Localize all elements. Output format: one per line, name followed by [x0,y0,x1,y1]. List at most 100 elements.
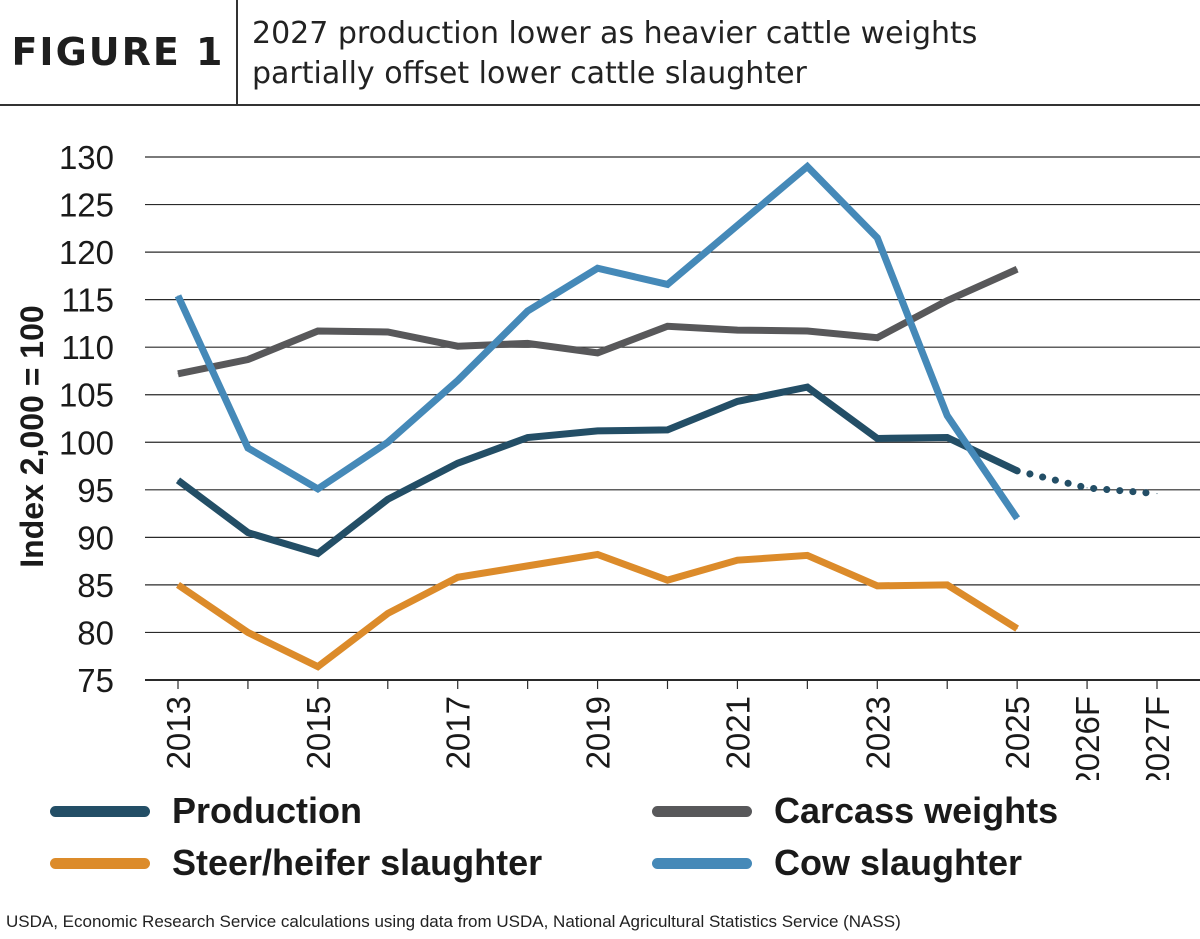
y-tick-label-115: 115 [61,282,114,319]
data-point-steer-heifer-slaughter-2018 [527,565,529,567]
y-tick-label-105: 105 [59,377,114,414]
data-point-carcass-weights-2020 [667,325,668,327]
y-tick-label-80: 80 [77,614,114,651]
data-point-cow-slaughter-2023 [876,237,878,239]
legend-swatch-production [50,805,150,817]
x-tick-label-2015: 2015 [300,696,337,769]
data-point-cow-slaughter-2020 [667,283,668,285]
data-point-cow-slaughter-2022 [806,166,808,168]
data-point-carcass-weights-2017 [457,345,459,347]
data-point-steer-heifer-slaughter-2025 [1016,628,1018,630]
y-tick-label-95: 95 [77,472,114,509]
data-point-carcass-weights-2015 [317,330,319,332]
data-point-cow-slaughter-2024 [946,415,948,417]
data-point-cow-slaughter-2025 [1016,517,1018,519]
x-tick-label-2026f: 2026F [1069,696,1106,780]
data-point-steer-heifer-slaughter-2017 [457,576,459,578]
data-point-production-2015 [317,553,319,555]
y-tick-label-100: 100 [59,424,114,461]
data-point-cow-slaughter-2021 [736,224,738,226]
data-point-cow-slaughter-2017 [457,379,459,381]
x-tick-label-2023: 2023 [859,696,896,769]
x-tick-label-2013: 2013 [160,696,197,769]
data-point-carcass-weights-2018 [527,342,529,344]
y-tick-label-130: 130 [59,139,114,176]
data-point-steer-heifer-slaughter-2023 [876,585,878,587]
y-tick-label-110: 110 [61,329,114,366]
data-point-cow-slaughter-2018 [527,310,529,312]
legend-item-steer-heifer-slaughter: Steer/heifer slaughter [50,842,542,884]
forecast-point-production-2027f [1156,493,1158,495]
data-point-steer-heifer-slaughter-2022 [806,554,808,556]
series-line-steer-heifer-slaughter [176,550,1019,671]
source-note: USDA, Economic Research Service calculat… [6,912,901,931]
legend-item-production: Production [50,790,362,832]
series-line-production [175,383,1019,558]
data-point-carcass-weights-2023 [876,337,878,339]
data-point-production-2013 [177,479,179,481]
data-point-steer-heifer-slaughter-2013 [177,584,179,586]
legend-label-cow-slaughter: Cow slaughter [774,842,1023,883]
legend-label-carcass-weights: Carcass weights [774,790,1059,831]
data-point-steer-heifer-slaughter-2014 [247,631,249,633]
figure-title-line-1: 2027 production lower as heavier cattle … [252,16,978,51]
x-tick-label-2021: 2021 [719,696,756,769]
series-line-carcass-weights [177,266,1019,378]
data-point-production-2021 [736,400,738,402]
series-lines [174,161,1161,671]
x-axis-tick-labels: 2013 2015 2017 2019 2021 2023 2025 2026F 2027F [160,696,1176,780]
data-point-carcass-weights-2024 [946,300,948,302]
figure-title: 2027 production lower as heavier cattle … [252,14,1182,94]
y-tick-label-85: 85 [77,567,114,604]
legend-swatch-carcass-weights [652,805,752,817]
y-tick-label-75: 75 [77,662,114,699]
data-point-production-2024 [946,437,948,439]
x-tick-label-2027f: 2027F [1139,696,1176,780]
y-axis-tick-labels: 75 80 85 90 95 100 105 110 115 120 125 130 [59,139,114,699]
forecast-line-production [1013,467,1161,498]
x-tick-label-2017: 2017 [440,696,477,769]
data-point-steer-heifer-slaughter-2019 [597,553,599,555]
legend-item-cow-slaughter: Cow slaughter [652,842,1022,884]
data-point-production-2020 [667,429,668,431]
x-tick-label-2019: 2019 [580,696,617,769]
data-point-production-2018 [527,437,529,439]
grid-lines [145,156,1200,689]
figure-label: FIGURE 1 [0,0,238,104]
data-point-cow-slaughter-2013 [177,295,179,297]
data-point-steer-heifer-slaughter-2016 [387,612,389,614]
data-point-carcass-weights-2016 [387,331,389,333]
y-tick-label-125: 125 [59,187,114,224]
data-point-cow-slaughter-2015 [317,488,319,490]
x-tick-label-2025: 2025 [999,696,1036,769]
data-point-steer-heifer-slaughter-2024 [946,584,948,586]
y-axis-label: Index 2,000 = 100 [14,305,50,567]
figure-title-line-2: partially offset lower cattle slaughter [252,56,807,91]
data-point-carcass-weights-2014 [247,359,249,361]
y-tick-label-90: 90 [77,519,114,556]
data-point-production-2014 [247,532,249,534]
data-point-production-2023 [876,437,878,439]
data-point-production-2016 [387,498,389,500]
data-point-carcass-weights-2021 [736,329,738,331]
figure-header: FIGURE 1 2027 production lower as heavie… [0,0,1200,106]
y-tick-label-120: 120 [59,234,114,271]
data-point-carcass-weights-2022 [806,330,808,332]
forecast-point-production-2026f [1086,487,1088,489]
data-point-steer-heifer-slaughter-2021 [736,559,738,561]
data-point-production-2022 [806,386,808,388]
line-chart: 75 80 85 90 95 100 105 110 115 120 125 130 2013 2015… [14,139,1200,780]
legend-swatch-cow-slaughter [652,857,752,869]
data-point-carcass-weights-2019 [597,352,599,354]
data-point-carcass-weights-2013 [177,373,179,375]
data-point-carcass-weights-2025 [1016,268,1018,270]
data-point-cow-slaughter-2016 [387,441,389,443]
legend-label-production: Production [172,790,362,831]
data-point-production-2019 [597,430,599,432]
data-point-cow-slaughter-2014 [247,447,249,449]
data-point-cow-slaughter-2019 [597,267,599,269]
legend-swatch-steer-heifer-slaughter [50,857,150,869]
data-point-steer-heifer-slaughter-2015 [317,666,319,668]
data-point-steer-heifer-slaughter-2020 [667,579,668,581]
data-point-production-2017 [457,462,459,464]
